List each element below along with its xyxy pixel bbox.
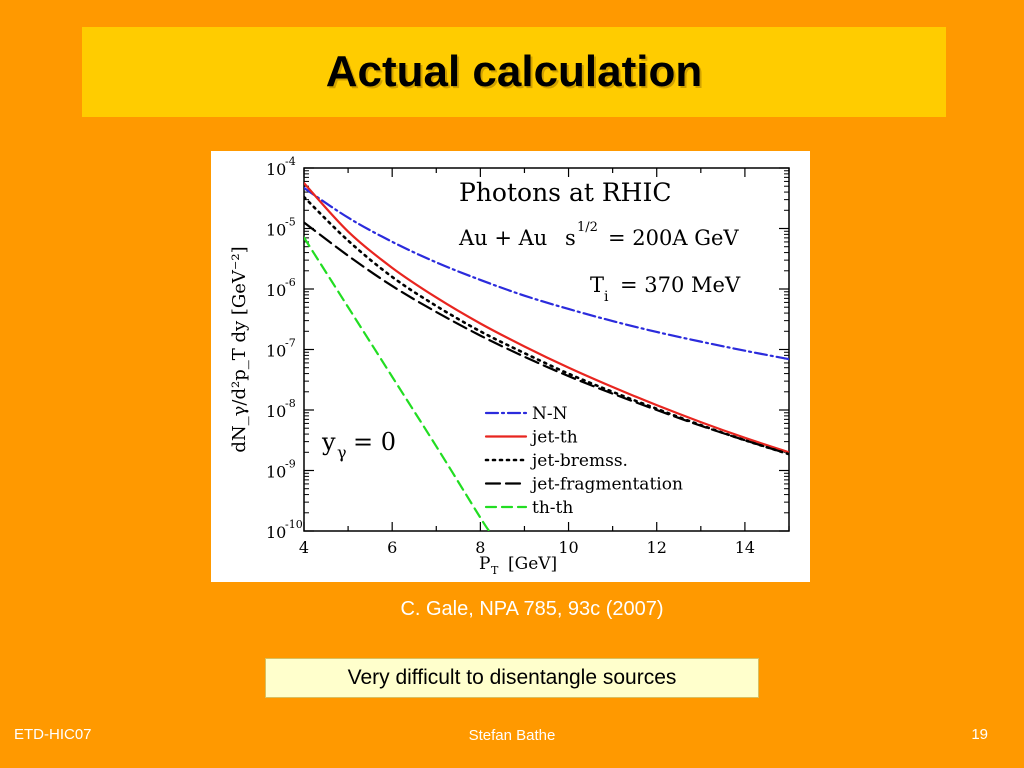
series-line-n-n (304, 186, 789, 361)
s-label: s (565, 226, 576, 250)
title-bar: Actual calculation (82, 27, 946, 117)
y-tick-exponent: -4 (285, 155, 296, 168)
y-tick-label: 10-10 (266, 518, 303, 542)
y-tick-exponent: -6 (285, 276, 296, 289)
ti-value: = 370 MeV (620, 273, 741, 297)
rapidity-annotation: y γ = 0 (321, 428, 396, 462)
legend-label-th-th: th-th (532, 498, 573, 518)
note-text: Very difficult to disentangle sources (347, 666, 677, 689)
citation: C. Gale, NPA 785, 93c (2007) (400, 598, 664, 620)
ti-label: T (590, 273, 604, 297)
y-tick-exponent: -7 (285, 337, 296, 350)
ti-sub: i (604, 289, 609, 305)
legend-label-jet-bremss: jet-bremss. (530, 451, 628, 471)
x-tick-label: 10 (558, 538, 578, 557)
series-curves (304, 182, 789, 531)
page-number: 19 (971, 726, 988, 743)
series-line-th-th (304, 236, 491, 531)
series-line-jet-bremss (304, 195, 789, 456)
y-tick-exponent: -9 (285, 458, 296, 471)
y-tick-label: 10-5 (266, 216, 296, 240)
footer-author: Stefan Bathe (468, 727, 556, 744)
system-annotation: Au + Au s 1/2 = 200A GeV (458, 220, 739, 250)
y-tick-base: 10 (266, 342, 286, 361)
s-exponent: 1/2 (577, 220, 598, 235)
y-tick-base: 10 (266, 463, 286, 482)
rapidity-value: = 0 (353, 428, 396, 456)
y-tick-exponent: -8 (285, 397, 296, 410)
y-tick-base: 10 (266, 281, 286, 300)
system-text: Au + Au (458, 226, 547, 250)
series-line-jet-th (304, 182, 789, 454)
y-tick-exponent: -5 (285, 216, 296, 229)
chart-title: Photons at RHIC (459, 178, 671, 207)
x-tick-label: 8 (475, 538, 485, 557)
y-tick-base: 10 (266, 523, 286, 542)
footer-event: ETD-HIC07 (14, 726, 92, 743)
x-axis-label: P T [GeV] (479, 554, 557, 577)
x-tick-label: 6 (387, 538, 397, 557)
y-tick-base: 10 (266, 221, 286, 240)
legend-label-n-n: N-N (532, 404, 568, 424)
chart-figure: 4 6 8 10 12 14 10 -10 10 -9 10 -8 10 -7 10 -6 10 -5 10 -4 P T… (211, 151, 810, 582)
y-tick-label: 10-9 (266, 458, 296, 482)
x-axis-label-unit: [GeV] (508, 554, 557, 574)
y-tick-base: 10 (266, 402, 286, 421)
energy-text: = 200A GeV (608, 226, 739, 250)
rapidity-sub: γ (337, 443, 347, 462)
y-tick-label: 10-4 (266, 155, 296, 179)
y-axis-label: dN_γ/d²p_T dy [GeV⁻²] (229, 246, 250, 452)
legend-label-jet-fragmentation: jet-fragmentation (530, 475, 683, 495)
x-axis-label-main: P (479, 554, 490, 574)
x-tick-label: 4 (299, 538, 309, 557)
y-tick-label: 10-7 (266, 337, 296, 361)
note-box: Very difficult to disentangle sources (265, 658, 759, 698)
x-tick-label: 12 (647, 538, 667, 557)
legend-label-jet-th: jet-th (530, 428, 578, 448)
x-axis-label-sub: T (491, 564, 499, 577)
rapidity-label: y (321, 428, 336, 456)
y-tick-exponent: -10 (285, 518, 303, 531)
y-tick-label: 10-6 (266, 276, 296, 300)
x-tick-label: 14 (735, 538, 755, 557)
series-line-jet-fragmentation (304, 221, 789, 456)
slide-title: Actual calculation (325, 47, 703, 96)
y-tick-label: 10-8 (266, 397, 296, 421)
y-tick-base: 10 (266, 160, 286, 179)
legend: N-N jet-th jet-bremss. jet-fragmentation th-… (484, 404, 683, 518)
